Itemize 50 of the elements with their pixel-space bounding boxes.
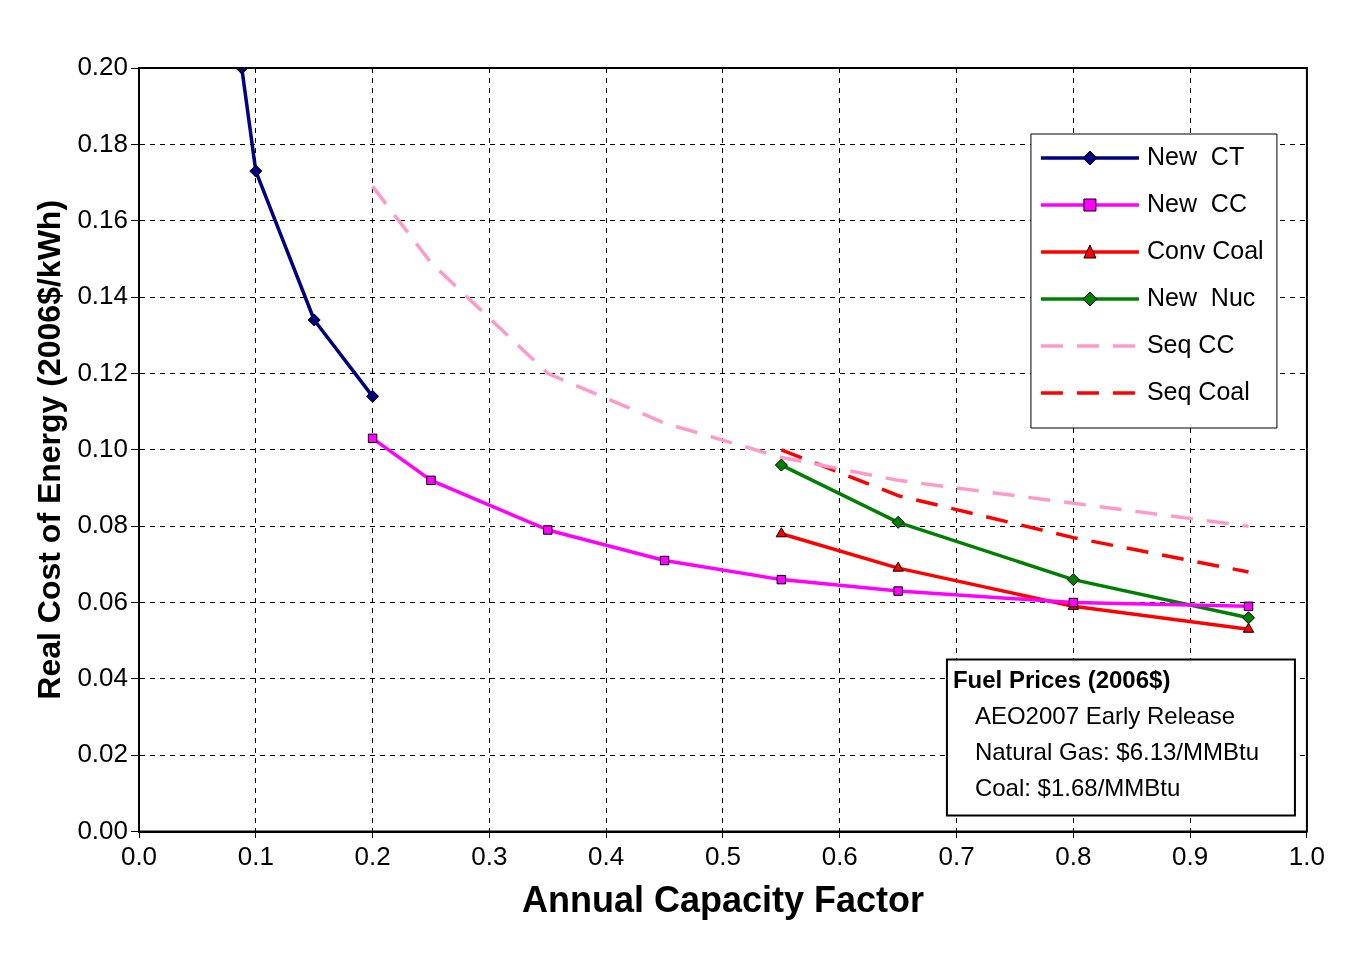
y-tick-label: 0.06 <box>77 585 128 616</box>
y-tick-label: 0.02 <box>77 738 128 769</box>
point <box>659 555 670 566</box>
point <box>776 574 787 585</box>
line-series <box>779 448 1251 574</box>
point <box>307 313 321 327</box>
y-tick-label: 0.16 <box>77 203 128 234</box>
x-tick-label: 0.3 <box>471 841 508 872</box>
legend-label: Seq Coal <box>1146 376 1250 405</box>
legend-label: New Nuc <box>1146 282 1256 311</box>
point <box>893 586 903 596</box>
annotation: AEO2007 Early Release <box>974 702 1236 730</box>
point <box>775 527 788 538</box>
point <box>367 433 378 444</box>
y-tick-label: 0.18 <box>77 127 128 158</box>
y-tick-label: 0.12 <box>77 356 128 387</box>
x-axis-title: Annual Capacity Factor <box>521 879 925 921</box>
y-axis-title: Real Cost of Energy (2006$/kWh) <box>31 199 68 700</box>
y-tick-label: 0.20 <box>77 51 128 82</box>
point <box>1066 573 1080 587</box>
x-tick-label: 1.0 <box>1288 841 1326 872</box>
point <box>1242 611 1256 625</box>
point <box>366 389 380 403</box>
point <box>249 164 263 178</box>
annotation: Natural Gas: $6.13/MMBtu <box>974 738 1260 766</box>
y-tick-label: 0.14 <box>77 280 128 311</box>
x-tick-label: 0.1 <box>237 841 274 872</box>
point <box>1243 601 1254 612</box>
point <box>891 515 905 529</box>
legend-label: Seq CC <box>1146 329 1235 358</box>
legend-label: New CT <box>1146 141 1245 170</box>
y-tick-label: 0.08 <box>77 509 128 540</box>
point <box>1242 622 1255 633</box>
annotation: Coal: $1.68/MMBtu <box>974 774 1181 802</box>
y-tick-label: 0.04 <box>77 662 128 693</box>
y-tick-label: 0.10 <box>77 432 128 463</box>
point <box>543 525 553 535</box>
x-tick-label: 0.4 <box>588 841 625 872</box>
x-tick-label: 0.7 <box>938 841 975 872</box>
point <box>774 458 788 472</box>
point <box>892 561 904 572</box>
x-tick-label: 0.9 <box>1172 841 1209 872</box>
legend-label: New CC <box>1146 188 1247 217</box>
x-tick-label: 0.5 <box>704 841 742 872</box>
x-tick-label: 0.2 <box>354 841 391 872</box>
x-tick-label: 0.8 <box>1055 841 1092 872</box>
legend-label: Conv Coal <box>1146 235 1264 264</box>
annotation: Fuel Prices (2006$) <box>952 666 1171 694</box>
point <box>426 475 436 486</box>
x-tick-label: 0.6 <box>821 841 858 872</box>
